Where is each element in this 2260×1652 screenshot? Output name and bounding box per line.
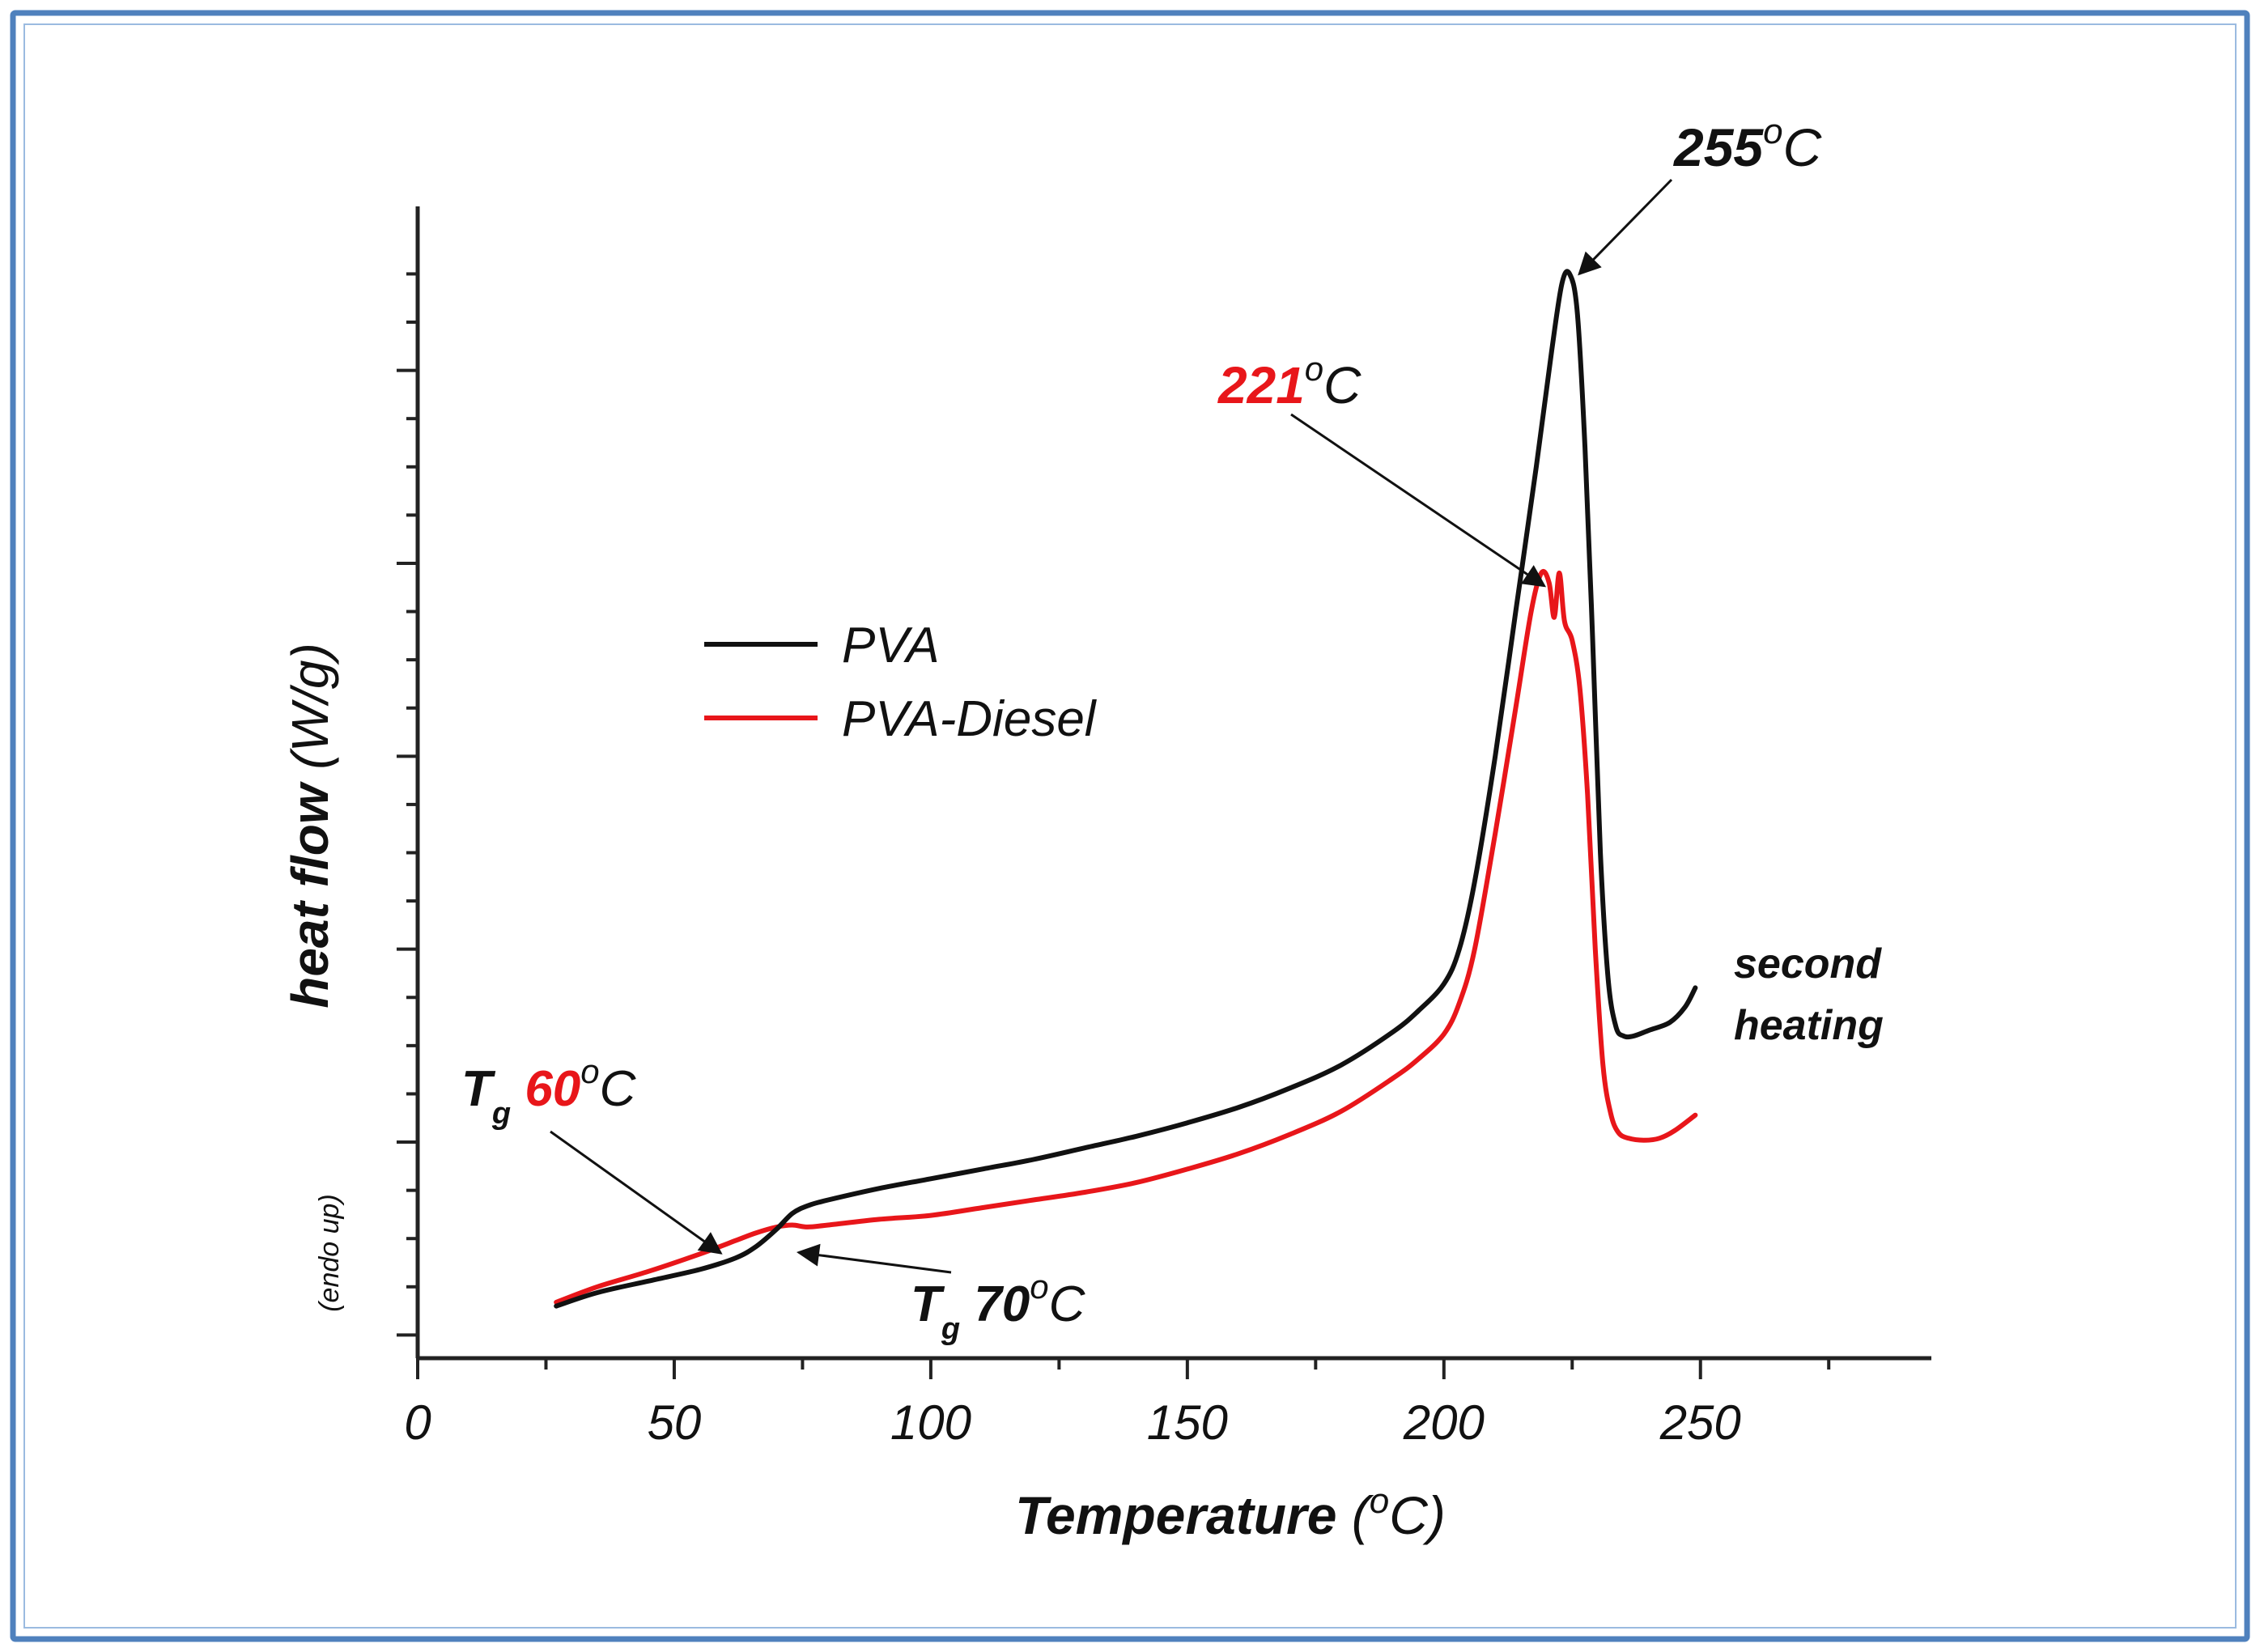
y-axis-note: (endo up)	[314, 1194, 345, 1312]
series-line-pva	[554, 269, 1698, 1309]
annotation-arrow	[550, 1130, 723, 1255]
annotation-arrow	[1578, 178, 1673, 276]
annotation-arrow	[1290, 413, 1547, 588]
second-heating-note: second heating	[1734, 941, 1884, 1049]
y-axis-label: heat flow (W/g)	[281, 643, 339, 1009]
x-tick-label: 0	[404, 1395, 431, 1450]
x-tick-label: 50	[648, 1395, 702, 1450]
annotation-255c: 255oC	[1672, 112, 1823, 177]
annotation-arrows	[550, 178, 1673, 1274]
inner-frame	[23, 23, 2237, 1629]
annotation-tg-60c: Tg 60oC	[461, 1052, 637, 1131]
annotation-221c: 221oC	[1217, 350, 1362, 414]
legend-label-pva-diesel: PVA-Diesel	[842, 691, 1098, 747]
x-tick-label: 100	[890, 1395, 971, 1450]
outer-frame	[10, 10, 2250, 1642]
x-ticks: 0 50 100 150 200 250	[404, 1358, 1831, 1450]
axes	[415, 206, 1931, 1361]
note-line-1: second	[1734, 941, 1882, 987]
series-layer	[554, 269, 1698, 1309]
legend: PVA PVA-Diesel	[704, 618, 1098, 747]
annotation-arrow	[796, 1243, 952, 1274]
annotation-tg-70c: Tg 70oC	[911, 1268, 1086, 1346]
series-line-pva-diesel	[554, 568, 1698, 1305]
x-tick-label: 250	[1659, 1395, 1741, 1450]
legend-label-pva: PVA	[842, 618, 940, 673]
note-line-2: heating	[1734, 1002, 1884, 1049]
x-tick-label: 200	[1403, 1395, 1485, 1450]
y-ticks	[397, 272, 418, 1337]
x-tick-label: 150	[1147, 1395, 1228, 1450]
x-axis-label: Temperature (oC)	[1015, 1481, 1446, 1545]
